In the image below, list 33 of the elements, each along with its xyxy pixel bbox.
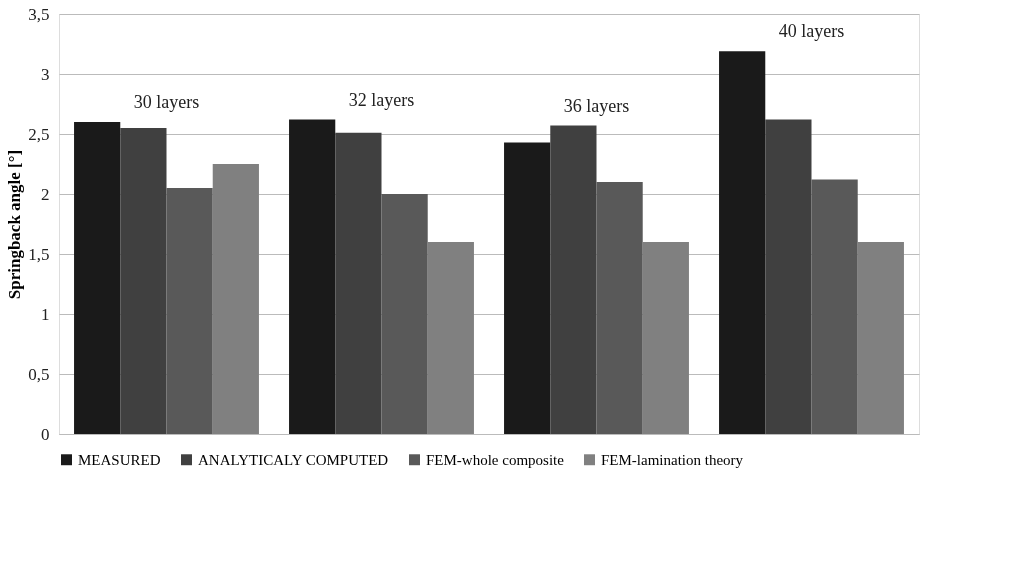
bar [765,119,812,434]
bar [596,182,643,434]
x-tick-label: 32 layers [348,89,415,110]
bar [381,194,428,434]
y-tick-label: 1,5 [28,244,50,264]
y-axis-title: Springback angle [°] [5,149,25,300]
bar [289,119,336,434]
legend-label: FEM-lamination theory [601,451,744,468]
y-tick-label: 3,5 [28,4,50,24]
bar [811,179,858,434]
y-tick-label: 3 [41,64,50,84]
legend-label: FEM-whole composite [426,451,565,468]
bar [642,242,689,434]
bar [166,188,213,434]
bar [719,51,766,434]
x-tick-label: 30 layers [133,92,200,112]
x-tick-label: 36 layers [563,95,630,116]
x-tick-label: 40 layers [778,21,845,42]
y-tick-label: 0 [41,424,50,444]
bar [550,125,597,434]
bar [212,164,259,434]
y-tick-label: 0,5 [28,364,50,384]
y-tick-label: 2,5 [28,124,50,144]
y-tick-label: 2 [41,184,50,204]
legend-label: ANALYTICALY COMPUTED [198,451,389,468]
bar [857,242,904,434]
legend-label: MEASURED [78,451,161,468]
bar [120,128,167,434]
bar [74,122,121,434]
bar [335,132,382,434]
bar [504,142,551,434]
y-tick-label: 1 [41,304,50,324]
bar [427,242,474,434]
